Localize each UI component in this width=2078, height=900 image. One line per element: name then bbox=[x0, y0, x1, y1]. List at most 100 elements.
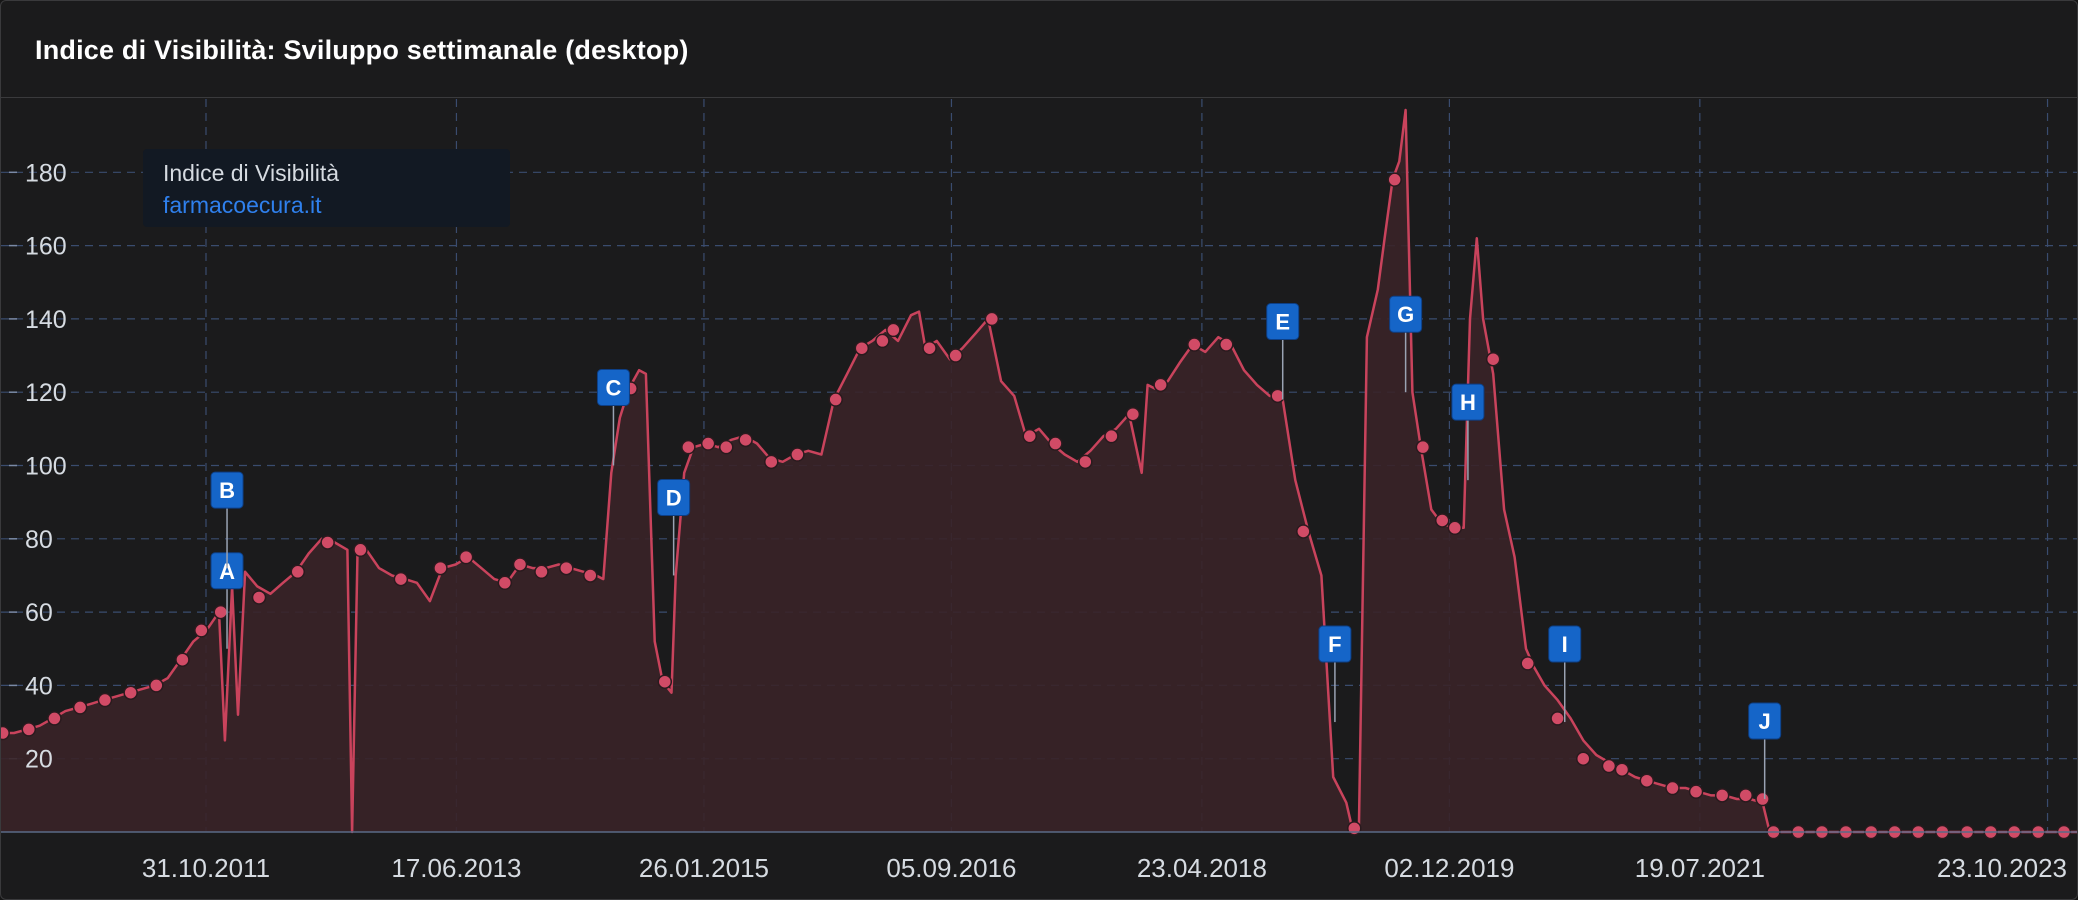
event-flag[interactable]: I bbox=[1548, 625, 1582, 663]
data-point[interactable] bbox=[984, 311, 1000, 327]
data-point[interactable] bbox=[583, 568, 598, 583]
event-flag[interactable]: H bbox=[1451, 383, 1485, 421]
data-point[interactable] bbox=[1485, 351, 1501, 367]
event-badge[interactable] bbox=[657, 478, 691, 516]
data-point[interactable] bbox=[948, 348, 963, 363]
data-point[interactable] bbox=[1576, 751, 1591, 766]
data-point[interactable] bbox=[1665, 780, 1680, 796]
event-badge[interactable] bbox=[1748, 702, 1782, 740]
event-label: J bbox=[1759, 709, 1771, 734]
data-point[interactable] bbox=[875, 333, 890, 349]
data-point[interactable] bbox=[194, 623, 209, 638]
data-point[interactable] bbox=[1415, 439, 1431, 455]
data-point[interactable] bbox=[559, 560, 574, 576]
event-flag[interactable]: D bbox=[657, 478, 691, 516]
data-point[interactable] bbox=[97, 692, 113, 708]
y-tick-label: 40 bbox=[25, 672, 53, 700]
x-tick-label: 31.10.2011 bbox=[142, 853, 270, 883]
data-point[interactable] bbox=[21, 722, 37, 737]
event-badge[interactable] bbox=[210, 471, 244, 509]
data-point[interactable] bbox=[512, 557, 528, 572]
data-point[interactable] bbox=[1714, 788, 1730, 803]
x-tick-label: 23.10.2023 bbox=[1937, 853, 2067, 883]
y-tick-label: 80 bbox=[25, 526, 53, 554]
data-point[interactable] bbox=[1219, 337, 1234, 352]
data-point[interactable] bbox=[458, 549, 474, 565]
event-flag[interactable]: C bbox=[596, 369, 630, 406]
event-flag[interactable]: J bbox=[1748, 702, 1782, 740]
data-point[interactable] bbox=[1738, 788, 1753, 803]
data-point[interactable] bbox=[1296, 524, 1311, 539]
data-point[interactable] bbox=[1520, 656, 1535, 671]
data-point[interactable] bbox=[290, 564, 306, 580]
data-point[interactable] bbox=[213, 604, 228, 620]
event-badge[interactable] bbox=[1318, 625, 1352, 663]
data-point[interactable] bbox=[1104, 428, 1119, 444]
data-point[interactable] bbox=[1639, 773, 1655, 788]
event-badge[interactable] bbox=[1266, 303, 1300, 341]
data-point[interactable] bbox=[47, 711, 62, 726]
data-point[interactable] bbox=[1688, 784, 1704, 799]
data-point[interactable] bbox=[175, 652, 190, 667]
legend-domain-link[interactable]: farmacoecura.it bbox=[163, 192, 322, 218]
data-point[interactable] bbox=[1, 725, 10, 741]
y-tick-label: 180 bbox=[25, 159, 67, 187]
data-point[interactable] bbox=[1347, 821, 1362, 836]
data-point[interactable] bbox=[1550, 711, 1565, 726]
data-point[interactable] bbox=[1614, 762, 1630, 777]
series-area bbox=[1, 110, 2077, 832]
data-point[interactable] bbox=[251, 590, 267, 605]
data-point[interactable] bbox=[764, 454, 779, 470]
data-point[interactable] bbox=[497, 575, 513, 591]
event-label: G bbox=[1397, 302, 1414, 327]
data-point[interactable] bbox=[1434, 513, 1450, 528]
data-point[interactable] bbox=[1078, 454, 1093, 470]
data-point[interactable] bbox=[1153, 377, 1168, 393]
data-point[interactable] bbox=[1187, 337, 1202, 352]
data-point[interactable] bbox=[1387, 172, 1402, 187]
data-point[interactable] bbox=[790, 447, 805, 462]
data-point[interactable] bbox=[123, 685, 138, 700]
x-tick-label: 05.09.2016 bbox=[886, 853, 1016, 883]
event-label: I bbox=[1562, 632, 1568, 657]
data-point[interactable] bbox=[393, 571, 409, 587]
event-badge[interactable] bbox=[1451, 383, 1485, 421]
data-point[interactable] bbox=[72, 700, 88, 715]
chart-legend: Indice di Visibilità farmacoecura.it bbox=[143, 149, 510, 227]
event-flag[interactable]: G bbox=[1389, 295, 1423, 333]
event-label: C bbox=[605, 376, 621, 401]
data-point[interactable] bbox=[1270, 388, 1285, 404]
event-badge[interactable] bbox=[1389, 295, 1423, 333]
data-point[interactable] bbox=[1601, 758, 1617, 774]
event-flag[interactable]: E bbox=[1266, 303, 1300, 341]
data-point[interactable] bbox=[534, 564, 549, 580]
data-point[interactable] bbox=[1048, 436, 1063, 451]
data-point[interactable] bbox=[433, 560, 448, 576]
data-point[interactable] bbox=[922, 340, 937, 356]
event-flag[interactable]: F bbox=[1318, 625, 1352, 663]
data-point[interactable] bbox=[1022, 428, 1037, 444]
event-label: E bbox=[1275, 310, 1290, 335]
data-point[interactable] bbox=[657, 674, 673, 689]
data-point[interactable] bbox=[719, 439, 734, 455]
data-point[interactable] bbox=[320, 535, 335, 550]
data-point[interactable] bbox=[353, 542, 368, 558]
event-badge[interactable] bbox=[1548, 625, 1582, 663]
data-point[interactable] bbox=[700, 436, 716, 451]
data-point[interactable] bbox=[1755, 791, 1770, 807]
x-tick-label: 23.04.2018 bbox=[1137, 853, 1267, 883]
event-label: A bbox=[219, 559, 235, 584]
data-point[interactable] bbox=[1447, 520, 1463, 536]
event-flag[interactable]: A bbox=[210, 552, 244, 590]
y-tick-label: 20 bbox=[25, 746, 53, 774]
data-point[interactable] bbox=[828, 392, 843, 407]
data-point[interactable] bbox=[738, 432, 753, 448]
data-point[interactable] bbox=[854, 340, 870, 356]
data-point[interactable] bbox=[681, 439, 696, 455]
event-badge[interactable] bbox=[596, 369, 630, 406]
data-point[interactable] bbox=[1125, 406, 1141, 422]
legend-title: Indice di Visibilità bbox=[163, 160, 340, 186]
data-point[interactable] bbox=[886, 322, 901, 338]
data-point[interactable] bbox=[149, 678, 164, 693]
event-flag[interactable]: B bbox=[210, 471, 244, 509]
